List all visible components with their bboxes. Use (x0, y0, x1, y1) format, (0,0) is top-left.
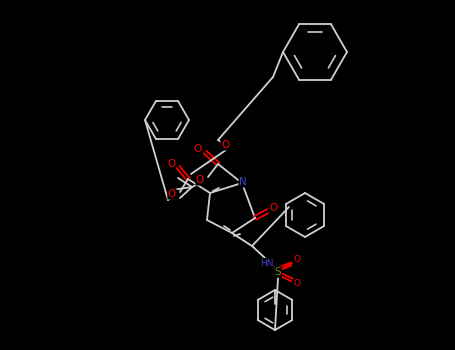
Text: S: S (275, 267, 281, 277)
Text: O: O (269, 203, 277, 213)
Text: O: O (196, 175, 204, 185)
Text: HN: HN (260, 259, 274, 267)
Text: N: N (239, 177, 247, 187)
Text: O: O (168, 189, 176, 199)
Text: O: O (167, 159, 175, 169)
Text: O: O (221, 140, 229, 150)
Text: O: O (194, 144, 202, 154)
Polygon shape (232, 233, 255, 248)
Text: O: O (293, 254, 300, 264)
Text: O: O (293, 280, 300, 288)
